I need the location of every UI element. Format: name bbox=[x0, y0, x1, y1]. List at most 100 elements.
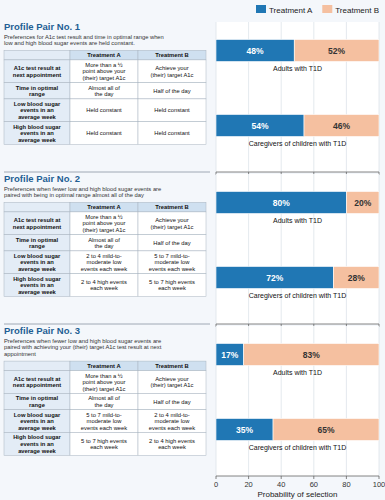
table-cell bbox=[138, 361, 206, 371]
bar bbox=[216, 344, 244, 366]
bar bbox=[333, 267, 379, 289]
table-value: Half of the day bbox=[153, 240, 190, 246]
table-cell bbox=[4, 433, 70, 456]
legend: Treatment A Treatment B bbox=[256, 5, 379, 15]
table-cell bbox=[70, 60, 138, 83]
table-cell bbox=[70, 433, 138, 456]
bar bbox=[216, 192, 346, 214]
table-value: Almost all ofthe day bbox=[88, 85, 120, 98]
table-cell bbox=[70, 83, 138, 99]
table: Treatment A Treatment B A1c test result at… bbox=[4, 361, 206, 455]
table-cell bbox=[4, 202, 70, 212]
table-row-label: A1c test result atnext appointment bbox=[13, 65, 61, 78]
table-value: 2 to 4 mild-to-moderate lowevents each w… bbox=[81, 253, 128, 272]
table-cell bbox=[70, 410, 138, 433]
table-value: Held constant bbox=[154, 130, 190, 136]
tick-label: 100 bbox=[373, 480, 385, 489]
tick-mark bbox=[379, 476, 380, 479]
data-label: 20% bbox=[354, 198, 371, 208]
table-cell bbox=[70, 371, 138, 394]
plot-area bbox=[216, 174, 379, 324]
table-cell bbox=[4, 122, 70, 145]
plot-area bbox=[216, 22, 379, 172]
table-cell bbox=[138, 410, 206, 433]
table-cell bbox=[70, 99, 138, 122]
table-row-label: High blood sugarevents in anaverage week bbox=[13, 434, 61, 453]
table-row-label: Low blood sugarevents in anaverage week bbox=[14, 412, 61, 431]
table-cell bbox=[138, 99, 206, 122]
table-cell bbox=[70, 122, 138, 145]
x-axis-line bbox=[216, 476, 379, 477]
table-value: Held constant bbox=[86, 107, 122, 113]
legend-label: Treatment B bbox=[335, 6, 379, 15]
legend-label: Treatment A bbox=[269, 6, 313, 15]
table-cell bbox=[138, 394, 206, 410]
bar bbox=[346, 192, 379, 214]
table-cell bbox=[4, 212, 70, 235]
bars bbox=[216, 40, 379, 137]
table-cell bbox=[70, 251, 138, 274]
table-value: 5 to 7 mild-to-moderate lowevents each w… bbox=[81, 412, 128, 431]
table-value: Achieve your(their) target A1c bbox=[151, 217, 194, 230]
table-header: Treatment A bbox=[87, 363, 121, 369]
table-cell bbox=[138, 60, 206, 83]
table: Treatment ATreatment BA1c test result at… bbox=[4, 202, 206, 296]
data-label: 17% bbox=[221, 350, 238, 360]
table-cell bbox=[4, 99, 70, 122]
table-value: More than a ½point above your(their) tar… bbox=[83, 373, 126, 392]
table-value: Held constant bbox=[154, 107, 190, 113]
subtitle: Preferences when fewer low and high bloo… bbox=[4, 186, 161, 199]
tick-label: 80 bbox=[342, 480, 350, 489]
data-label: 80% bbox=[273, 198, 290, 208]
table-cell bbox=[4, 410, 70, 433]
table-value: Half of the day bbox=[153, 399, 190, 405]
tick-label: 60 bbox=[310, 480, 318, 489]
table-cell bbox=[70, 212, 138, 235]
table-header: Treatment B bbox=[155, 204, 189, 210]
bar bbox=[294, 40, 379, 62]
table-cell bbox=[138, 433, 206, 456]
table-cell bbox=[4, 235, 70, 251]
table-cell bbox=[138, 371, 206, 394]
tick-mark bbox=[313, 476, 314, 479]
bar-labels: 80%20%Adults with T1D72%28%Caregivers of… bbox=[249, 198, 372, 300]
table-cell bbox=[4, 50, 70, 60]
table-cell bbox=[138, 50, 206, 60]
table-header: Treatment A bbox=[87, 52, 121, 58]
table-value: Almost all ofthe day bbox=[88, 237, 120, 250]
bar-labels: 48%52%Adults with T1D54%46%Caregivers of… bbox=[247, 46, 351, 148]
tick-mark bbox=[216, 476, 217, 479]
table-row-label: Time in optimalrange bbox=[16, 395, 59, 408]
category-label: Caregivers of children with T1D bbox=[249, 444, 347, 452]
x-axis-line bbox=[216, 172, 379, 173]
chart-root: Treatment ATreatment BProfile Pair No. 1… bbox=[0, 0, 385, 500]
table-value: 2 to 4 high eventseach week bbox=[149, 438, 195, 451]
legend-swatch bbox=[256, 5, 266, 13]
table-cell bbox=[4, 83, 70, 99]
table-cell bbox=[4, 394, 70, 410]
data-label: 54% bbox=[252, 121, 269, 131]
x-axis-label: Probability of selection bbox=[257, 490, 337, 499]
subtitle: Preferences when fewer low and high bloo… bbox=[4, 338, 162, 358]
table-row-label: High blood sugarevents in anaverage week bbox=[13, 124, 61, 143]
table-value: Held constant bbox=[86, 130, 122, 136]
table-value: Achieve your(their) target A1c bbox=[151, 65, 194, 78]
table-value: 5 to 7 high eventseach week bbox=[149, 279, 195, 292]
table-header: Treatment B bbox=[155, 363, 189, 369]
table: Treatment ATreatment BA1c test result at… bbox=[4, 50, 206, 144]
table-row-label: Low blood sugarevents in anaverage week bbox=[14, 253, 61, 272]
table-cell bbox=[138, 83, 206, 99]
data-label: 48% bbox=[247, 46, 264, 56]
bar bbox=[216, 419, 273, 441]
table-value: More than a ½point above your(their) tar… bbox=[83, 214, 126, 233]
table-value: Half of the day bbox=[153, 88, 190, 94]
legend-swatch bbox=[322, 5, 332, 13]
table-row-label: A1c test result atnext appointment bbox=[13, 376, 61, 389]
table-value: 5 to 7 mild-to-moderate lowevents each w… bbox=[149, 253, 196, 272]
table-cell bbox=[70, 50, 138, 60]
table-row-label: Low blood sugarevents in anaverage week bbox=[14, 101, 61, 120]
category-label: Caregivers of children with T1D bbox=[249, 292, 347, 300]
title: Profile Pair No. 2 bbox=[4, 173, 80, 184]
table-header: Treatment A bbox=[87, 204, 121, 210]
table-cell bbox=[4, 251, 70, 274]
